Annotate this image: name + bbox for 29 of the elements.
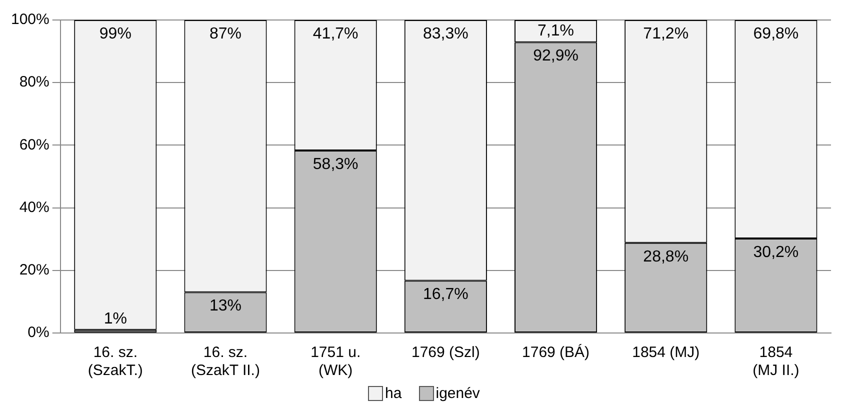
x-tick-label: 1751 u. (WK) <box>310 344 361 380</box>
x-tick-label: 16. sz. (SzakT.) <box>88 344 143 380</box>
x-tick-label: 1854 (MJ) <box>632 344 700 362</box>
x-tick-label: 16. sz. (SzakT II.) <box>191 344 260 380</box>
data-label: 69,8% <box>753 25 799 42</box>
data-label: 28,8% <box>643 248 689 266</box>
data-label: 7,1% <box>538 22 574 40</box>
x-tick-label: 1854 (MJ II.) <box>752 344 800 380</box>
x-tick-label: 1769 (Szl) <box>411 344 480 362</box>
data-label: 83,3% <box>422 25 468 42</box>
data-label: 30,2% <box>753 244 799 261</box>
data-label: 13% <box>209 298 242 315</box>
y-tick-label: 40% <box>19 198 50 216</box>
legend-label: ha <box>385 384 402 402</box>
y-tick-label: 60% <box>19 136 50 154</box>
legend-label: igenév <box>436 384 480 402</box>
data-label: 71,2% <box>643 25 689 42</box>
data-label: 99% <box>99 25 132 42</box>
data-label: 1% <box>104 310 127 328</box>
y-tick-label: 0% <box>28 324 50 342</box>
data-label: 41,7% <box>312 25 358 42</box>
data-label: 87% <box>209 25 242 42</box>
data-label: 92,9% <box>533 48 578 65</box>
y-tick-label: 20% <box>19 262 50 279</box>
data-label: 16,7% <box>422 286 468 304</box>
x-tick-label: 1769 (BÁ) <box>522 343 590 362</box>
y-tick-label: 100% <box>10 11 50 28</box>
y-tick-label: 80% <box>19 74 50 91</box>
data-label: 58,3% <box>312 156 358 173</box>
